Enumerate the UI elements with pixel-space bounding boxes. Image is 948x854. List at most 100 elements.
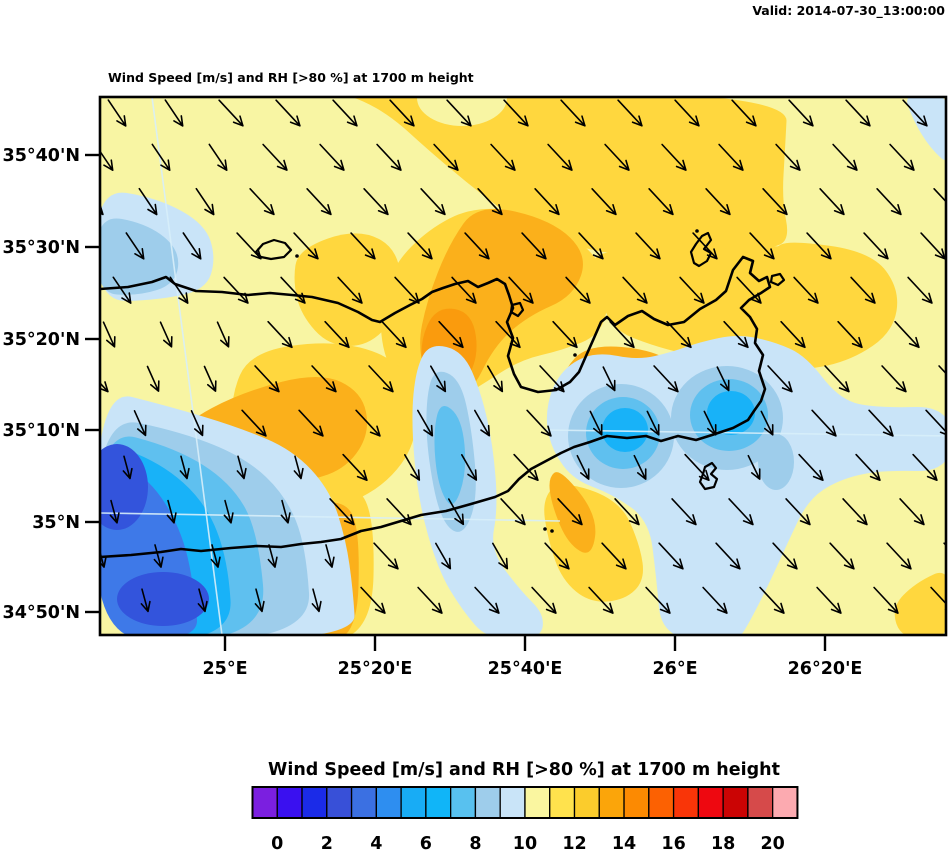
wind-arrow — [254, 365, 280, 393]
wind-arrow — [653, 365, 679, 393]
wind-arrow — [249, 188, 275, 216]
contour-region-gold-br-corner — [894, 573, 946, 635]
legend-cell — [251, 786, 278, 819]
wind-arrow — [179, 455, 190, 480]
wind-arrow — [576, 454, 590, 480]
dia-island — [254, 238, 293, 261]
wind-arrow — [648, 188, 674, 216]
wind-arrow — [728, 498, 754, 526]
wind-arrow — [376, 143, 402, 171]
wind-arrow — [824, 365, 850, 393]
wind-arrow — [938, 365, 946, 375]
wind-arrow — [350, 232, 376, 260]
wind-arrow — [591, 188, 617, 216]
wind-arrow — [324, 320, 350, 349]
contour-region-orange-east-tail — [549, 472, 596, 553]
wind-arrow — [806, 232, 832, 260]
wind-arrow — [495, 320, 521, 349]
wind-arrow — [311, 365, 337, 393]
wind-arrow — [190, 410, 204, 437]
wind-arrow — [446, 99, 472, 127]
graticule-line-1 — [544, 429, 946, 437]
legend-tick-label: 10 — [513, 834, 537, 854]
wind-arrow — [208, 143, 228, 171]
wind-arrow — [544, 542, 570, 570]
wind-arrow — [785, 498, 811, 526]
wind-arrow — [819, 188, 845, 216]
legend-cell — [648, 786, 675, 819]
wind-arrow — [319, 143, 345, 171]
y-axis-tick-label: 35°10'N — [3, 421, 80, 441]
graticule-layer — [100, 97, 946, 635]
map-title: Wind Speed [m/s] and RH [>80 %] at 1700 … — [108, 70, 474, 85]
wind-arrow — [547, 143, 573, 171]
contour-region-gold-right — [756, 242, 898, 369]
wind-arrow — [342, 453, 368, 481]
wind-arrow — [902, 99, 928, 127]
wind-arrow — [899, 498, 925, 526]
wind-arrow — [881, 365, 907, 393]
islet-dot-3 — [550, 529, 554, 533]
legend-tick-label: 0 — [271, 834, 283, 854]
wind-arrow — [842, 498, 868, 526]
wind-arrow — [267, 320, 293, 349]
wind-arrow — [684, 453, 710, 481]
contour-region-east-light-wedge — [758, 434, 794, 490]
legend-cell — [400, 786, 427, 819]
wind-arrow — [197, 588, 208, 613]
wind-arrow — [435, 542, 452, 570]
contour-region-east-bright-1 — [602, 408, 648, 452]
wind-arrow — [311, 588, 322, 613]
wind-arrow — [133, 410, 147, 437]
wind-arrow — [894, 320, 920, 349]
wind-arrow — [645, 586, 671, 614]
wind-arrow — [873, 586, 899, 614]
wind-arrow — [153, 544, 164, 568]
wind-arrow — [195, 187, 215, 216]
wind-arrow — [829, 542, 855, 570]
islet-dot-2 — [543, 527, 547, 531]
wind-arrow — [716, 366, 730, 392]
y-axis-tick-label: 35°30'N — [3, 238, 80, 258]
wind-arrow — [329, 498, 355, 526]
legend-cell — [722, 786, 749, 819]
wind-arrow — [930, 586, 946, 611]
coastline-layer — [100, 229, 786, 559]
wind-arrow — [373, 542, 399, 570]
wind-arrow — [151, 143, 171, 171]
y-axis-tick-label: 35°20'N — [3, 330, 80, 350]
wind-arrow — [262, 143, 288, 171]
wind-arrow — [772, 542, 798, 570]
wind-arrow — [811, 409, 837, 437]
graticule-line-2 — [100, 512, 561, 522]
wind-arrow — [539, 365, 565, 393]
wind-arrow — [933, 188, 946, 203]
wind-arrow — [254, 588, 265, 613]
wind-arrow — [138, 187, 158, 216]
ne-islet — [769, 272, 786, 287]
wind-arrow — [521, 232, 547, 260]
wind-arrow — [560, 99, 586, 127]
wind-arrow — [223, 276, 249, 304]
wind-arrow — [578, 232, 604, 260]
wind-arrow — [500, 498, 526, 526]
legend-tick-label: 18 — [711, 834, 735, 854]
legend-cell — [326, 786, 353, 819]
wind-arrow — [661, 143, 687, 171]
legend-tick-label: 12 — [562, 834, 586, 854]
wind-arrow — [125, 232, 145, 260]
contour-region-sw-royal-2 — [117, 572, 209, 626]
valid-timestamp: Valid: 2014-07-30_13:00:00 — [752, 3, 945, 18]
legend-cell — [672, 786, 700, 819]
wind-arrow — [920, 232, 946, 260]
wind-arrow — [490, 143, 516, 171]
wind-arrow — [241, 409, 267, 437]
legend-cell — [301, 786, 328, 819]
wind-arrow — [102, 321, 116, 348]
contour-region-sw-royal-1 — [100, 444, 148, 530]
wind-arrow — [394, 276, 420, 304]
legend-tick-label: 2 — [321, 834, 333, 854]
wind-arrow — [793, 276, 819, 304]
